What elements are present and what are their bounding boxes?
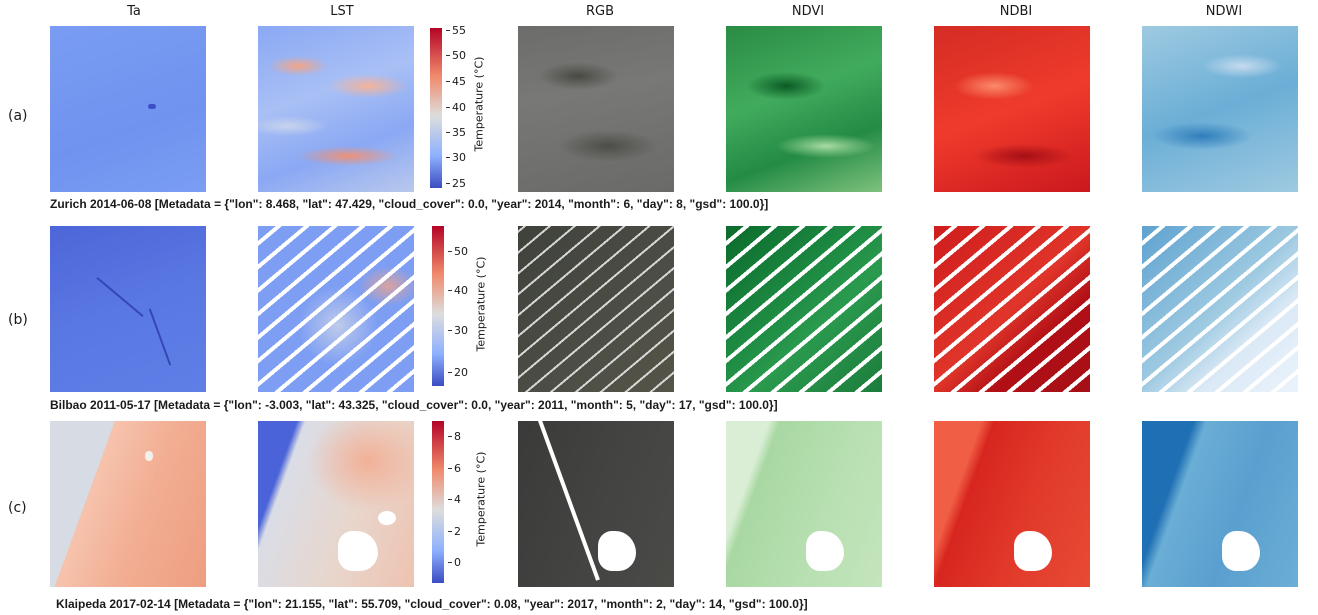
bilbao-colorbar [432, 226, 444, 386]
bilbao-tick: 20 [448, 366, 468, 379]
bilbao-ndbi-map [934, 226, 1090, 392]
klaipeda-tick: 6 [448, 462, 461, 475]
zurich-lst-map [258, 26, 414, 192]
zurich-tick: 50 [446, 49, 466, 62]
zurich-caption: Zurich 2014-06-08 [Metadata = {"lon": 8.… [50, 197, 769, 211]
klaipeda-tick: 8 [448, 430, 461, 443]
column-title-lst: LST [330, 4, 354, 19]
klaipeda-rgb-image [518, 421, 674, 587]
klaipeda-tick: 4 [448, 493, 461, 506]
bilbao-ta-map [50, 226, 206, 392]
zurich-colorbar-label: Temperature (°C) [472, 56, 486, 152]
bilbao-caption: Bilbao 2011-05-17 [Metadata = {"lon": -3… [50, 398, 778, 412]
zurich-ndbi-map [934, 26, 1090, 192]
zurich-ndwi-map [1142, 26, 1298, 192]
row-label-a: (a) [8, 108, 28, 124]
klaipeda-colorbar-label: Temperature (°C) [474, 451, 488, 547]
bilbao-ndvi-map [726, 226, 882, 392]
klaipeda-tick: 0 [448, 556, 461, 569]
bilbao-colorbar-label: Temperature (°C) [474, 256, 488, 352]
zurich-tick: 30 [446, 151, 466, 164]
zurich-tick: 40 [446, 101, 466, 114]
column-title-ndbi: NDBI [999, 4, 1033, 19]
klaipeda-lst-map [258, 421, 414, 587]
zurich-tick: 55 [446, 24, 466, 37]
zurich-colorbar [430, 28, 442, 188]
zurich-rgb-image [518, 26, 674, 192]
klaipeda-colorbar [432, 421, 444, 583]
bilbao-ndwi-map [1142, 226, 1298, 392]
bilbao-tick: 50 [448, 245, 468, 258]
bilbao-tick: 40 [448, 284, 468, 297]
zurich-tick: 35 [446, 126, 466, 139]
column-title-rgb: RGB [585, 4, 615, 19]
klaipeda-caption: Klaipeda 2017-02-14 [Metadata = {"lon": … [56, 597, 808, 611]
row-label-b: (b) [8, 312, 28, 328]
column-title-ta: Ta [127, 4, 141, 19]
klaipeda-tick: 2 [448, 525, 461, 538]
bilbao-rgb-image [518, 226, 674, 392]
zurich-ndvi-map [726, 26, 882, 192]
klaipeda-ndwi-map [1142, 421, 1298, 587]
bilbao-lst-map [258, 226, 414, 392]
klaipeda-ndbi-map [934, 421, 1090, 587]
zurich-tick: 45 [446, 75, 466, 88]
column-title-ndwi: NDWI [1205, 4, 1243, 19]
zurich-ta-map [50, 26, 206, 192]
row-label-c: (c) [8, 500, 27, 516]
klaipeda-ta-map [50, 421, 206, 587]
column-title-ndvi: NDVI [791, 4, 825, 19]
bilbao-tick: 30 [448, 324, 468, 337]
zurich-tick: 25 [446, 177, 466, 190]
klaipeda-ndvi-map [726, 421, 882, 587]
